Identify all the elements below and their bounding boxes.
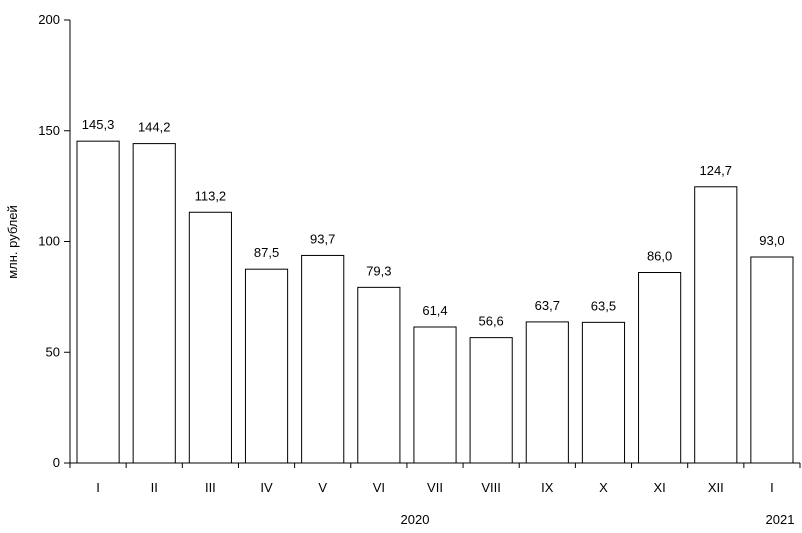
bar	[76, 140, 120, 464]
bar	[188, 211, 232, 464]
bar-value-label: 61,4	[422, 303, 447, 318]
y-tick-label: 200	[38, 12, 60, 27]
y-tick-label: 100	[38, 234, 60, 249]
y-tick-label: 0	[53, 455, 60, 470]
bar-value-label: 93,7	[310, 231, 335, 246]
x-axis-ticks: I II III IV V VI VII VIII IX X XI XII I	[69, 463, 801, 495]
bar-value-label: 79,3	[366, 263, 391, 278]
x-tick-label: IX	[541, 480, 554, 495]
bar-value-label: 86,0	[647, 249, 672, 264]
x-tick-label: IV	[260, 480, 273, 495]
bar-value-label: 113,2	[195, 188, 227, 203]
x-tick-label: III	[205, 480, 216, 495]
x-tick-label: VI	[373, 480, 385, 495]
bar	[581, 321, 626, 464]
bar	[301, 254, 345, 464]
y-axis-ticks: 0 50 100 150 200	[38, 12, 70, 470]
x-tick-label: X	[599, 480, 608, 495]
bar	[244, 268, 289, 464]
bar-value-label: 56,6	[478, 314, 503, 329]
y-tick-label: 50	[46, 344, 60, 359]
bar-value-label: 63,7	[535, 298, 560, 313]
x-tick-label: II	[151, 480, 158, 495]
x-tick-label: VII	[427, 480, 443, 495]
year-label-2020: 2020	[401, 512, 430, 527]
bar	[694, 186, 738, 464]
bar-value-label: 63,5	[591, 298, 616, 313]
bar	[357, 286, 401, 464]
bar	[525, 321, 569, 464]
x-tick-label: I	[96, 480, 100, 495]
x-tick-label: XII	[708, 480, 724, 495]
y-axis-label: млн. рублей	[5, 205, 20, 279]
bar	[469, 337, 513, 464]
x-tick-label: XI	[653, 480, 665, 495]
bar	[413, 326, 457, 464]
bars-group: 145,3 144,2 113,2 87,5 93,7 79,3 61,4 56,6 63,7 6…	[76, 117, 794, 464]
year-label-2021: 2021	[766, 512, 795, 527]
bar	[132, 143, 176, 464]
bar	[750, 256, 794, 464]
x-tick-label: V	[318, 480, 327, 495]
x-tick-label: VIII	[481, 480, 501, 495]
y-tick-label: 150	[38, 123, 60, 138]
bar-value-label: 144,2	[138, 120, 171, 135]
bar-value-label: 124,7	[699, 163, 732, 178]
x-tick-label: I	[770, 480, 774, 495]
bar	[638, 272, 682, 464]
bar-value-label: 145,3	[82, 117, 115, 132]
bar-value-label: 93,0	[759, 233, 784, 248]
bar-value-label: 87,5	[254, 245, 279, 260]
